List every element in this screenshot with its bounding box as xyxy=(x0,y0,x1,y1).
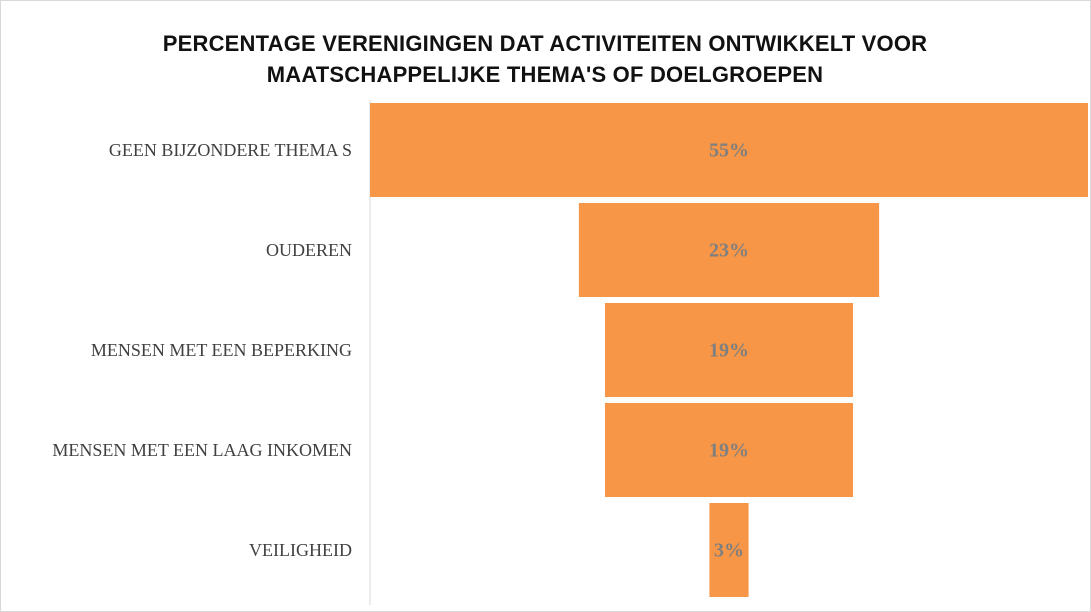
chart-title: PERCENTAGE VERENIGINGEN DAT ACTIVITEITEN… xyxy=(162,31,928,87)
data-label: 19% xyxy=(709,340,749,362)
data-label: 19% xyxy=(709,440,749,462)
funnel-bar xyxy=(709,503,749,597)
category-label: MENSEN MET EEN BEPERKING xyxy=(91,340,352,360)
category-label: MENSEN MET EEN LAAG INKOMEN xyxy=(52,440,352,460)
funnel-bar xyxy=(370,103,1088,197)
category-label: VEILIGHEID xyxy=(249,540,352,560)
data-label: 3% xyxy=(714,540,744,562)
category-label: GEEN BIJZONDERE THEMA S xyxy=(109,140,352,160)
data-label: 55% xyxy=(709,140,749,162)
funnel-bar xyxy=(604,403,854,497)
data-label: 23% xyxy=(709,240,749,262)
funnel-bar xyxy=(604,303,854,397)
funnel-bar xyxy=(578,203,880,297)
category-label: OUDEREN xyxy=(266,240,352,260)
